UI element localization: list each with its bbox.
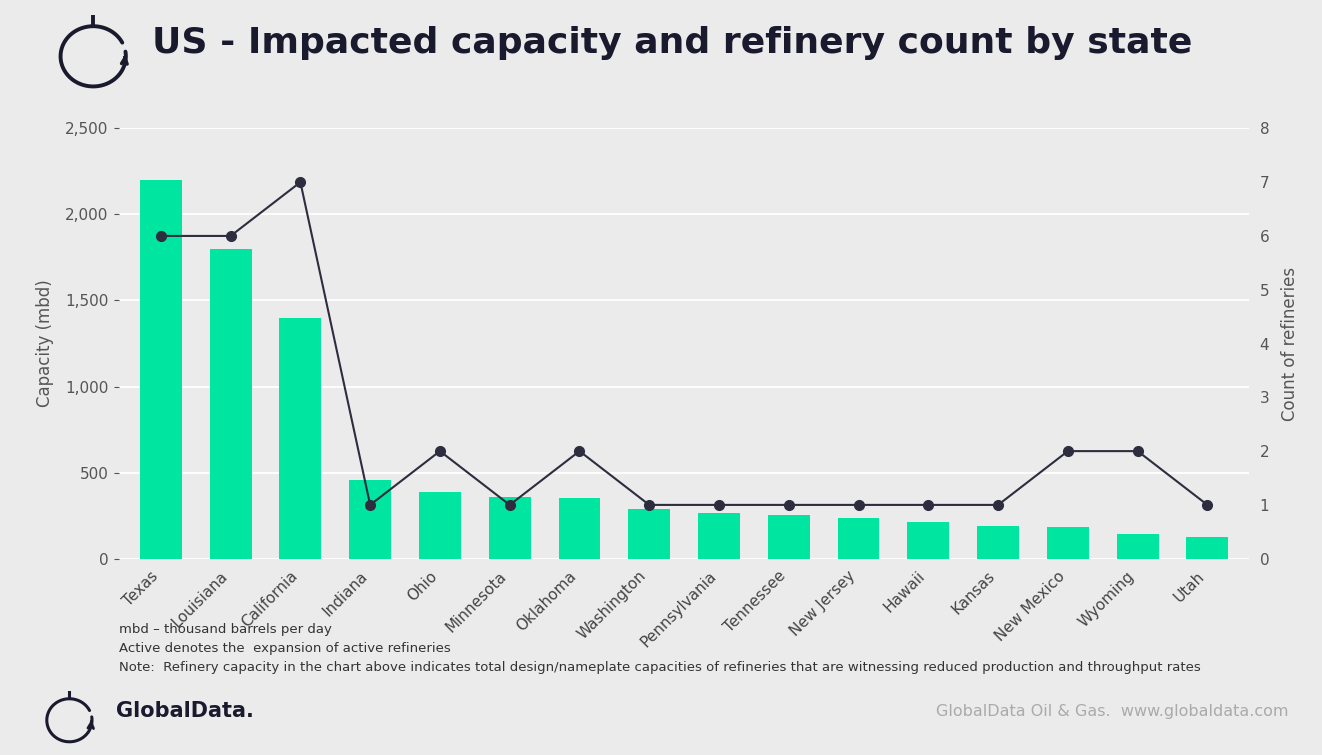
Bar [698, 513, 740, 559]
Text: GlobalData Oil & Gas.  www.globaldata.com: GlobalData Oil & Gas. www.globaldata.com [936, 704, 1289, 719]
Bar [907, 522, 949, 559]
Text: mbd – thousand barrels per day: mbd – thousand barrels per day [119, 623, 332, 636]
Bar [768, 515, 809, 559]
Bar [838, 518, 879, 559]
Bar [349, 479, 391, 559]
Bar [1117, 534, 1158, 559]
Y-axis label: Count of refineries: Count of refineries [1281, 267, 1298, 421]
Y-axis label: Capacity (mbd): Capacity (mbd) [36, 279, 54, 408]
Bar [140, 180, 181, 559]
Bar [1187, 538, 1228, 559]
Bar [1047, 527, 1089, 559]
Bar [977, 526, 1019, 559]
Text: US - Impacted capacity and refinery count by state: US - Impacted capacity and refinery coun… [152, 26, 1192, 60]
Text: Note:  Refinery capacity in the chart above indicates total design/nameplate cap: Note: Refinery capacity in the chart abo… [119, 661, 1200, 673]
Text: Active denotes the  expansion of active refineries: Active denotes the expansion of active r… [119, 642, 451, 655]
Bar [559, 498, 600, 559]
Bar [628, 509, 670, 559]
Text: GlobalData.: GlobalData. [116, 701, 254, 721]
Bar [489, 497, 530, 559]
Bar [279, 318, 321, 559]
Bar [419, 492, 461, 559]
Bar [210, 249, 251, 559]
